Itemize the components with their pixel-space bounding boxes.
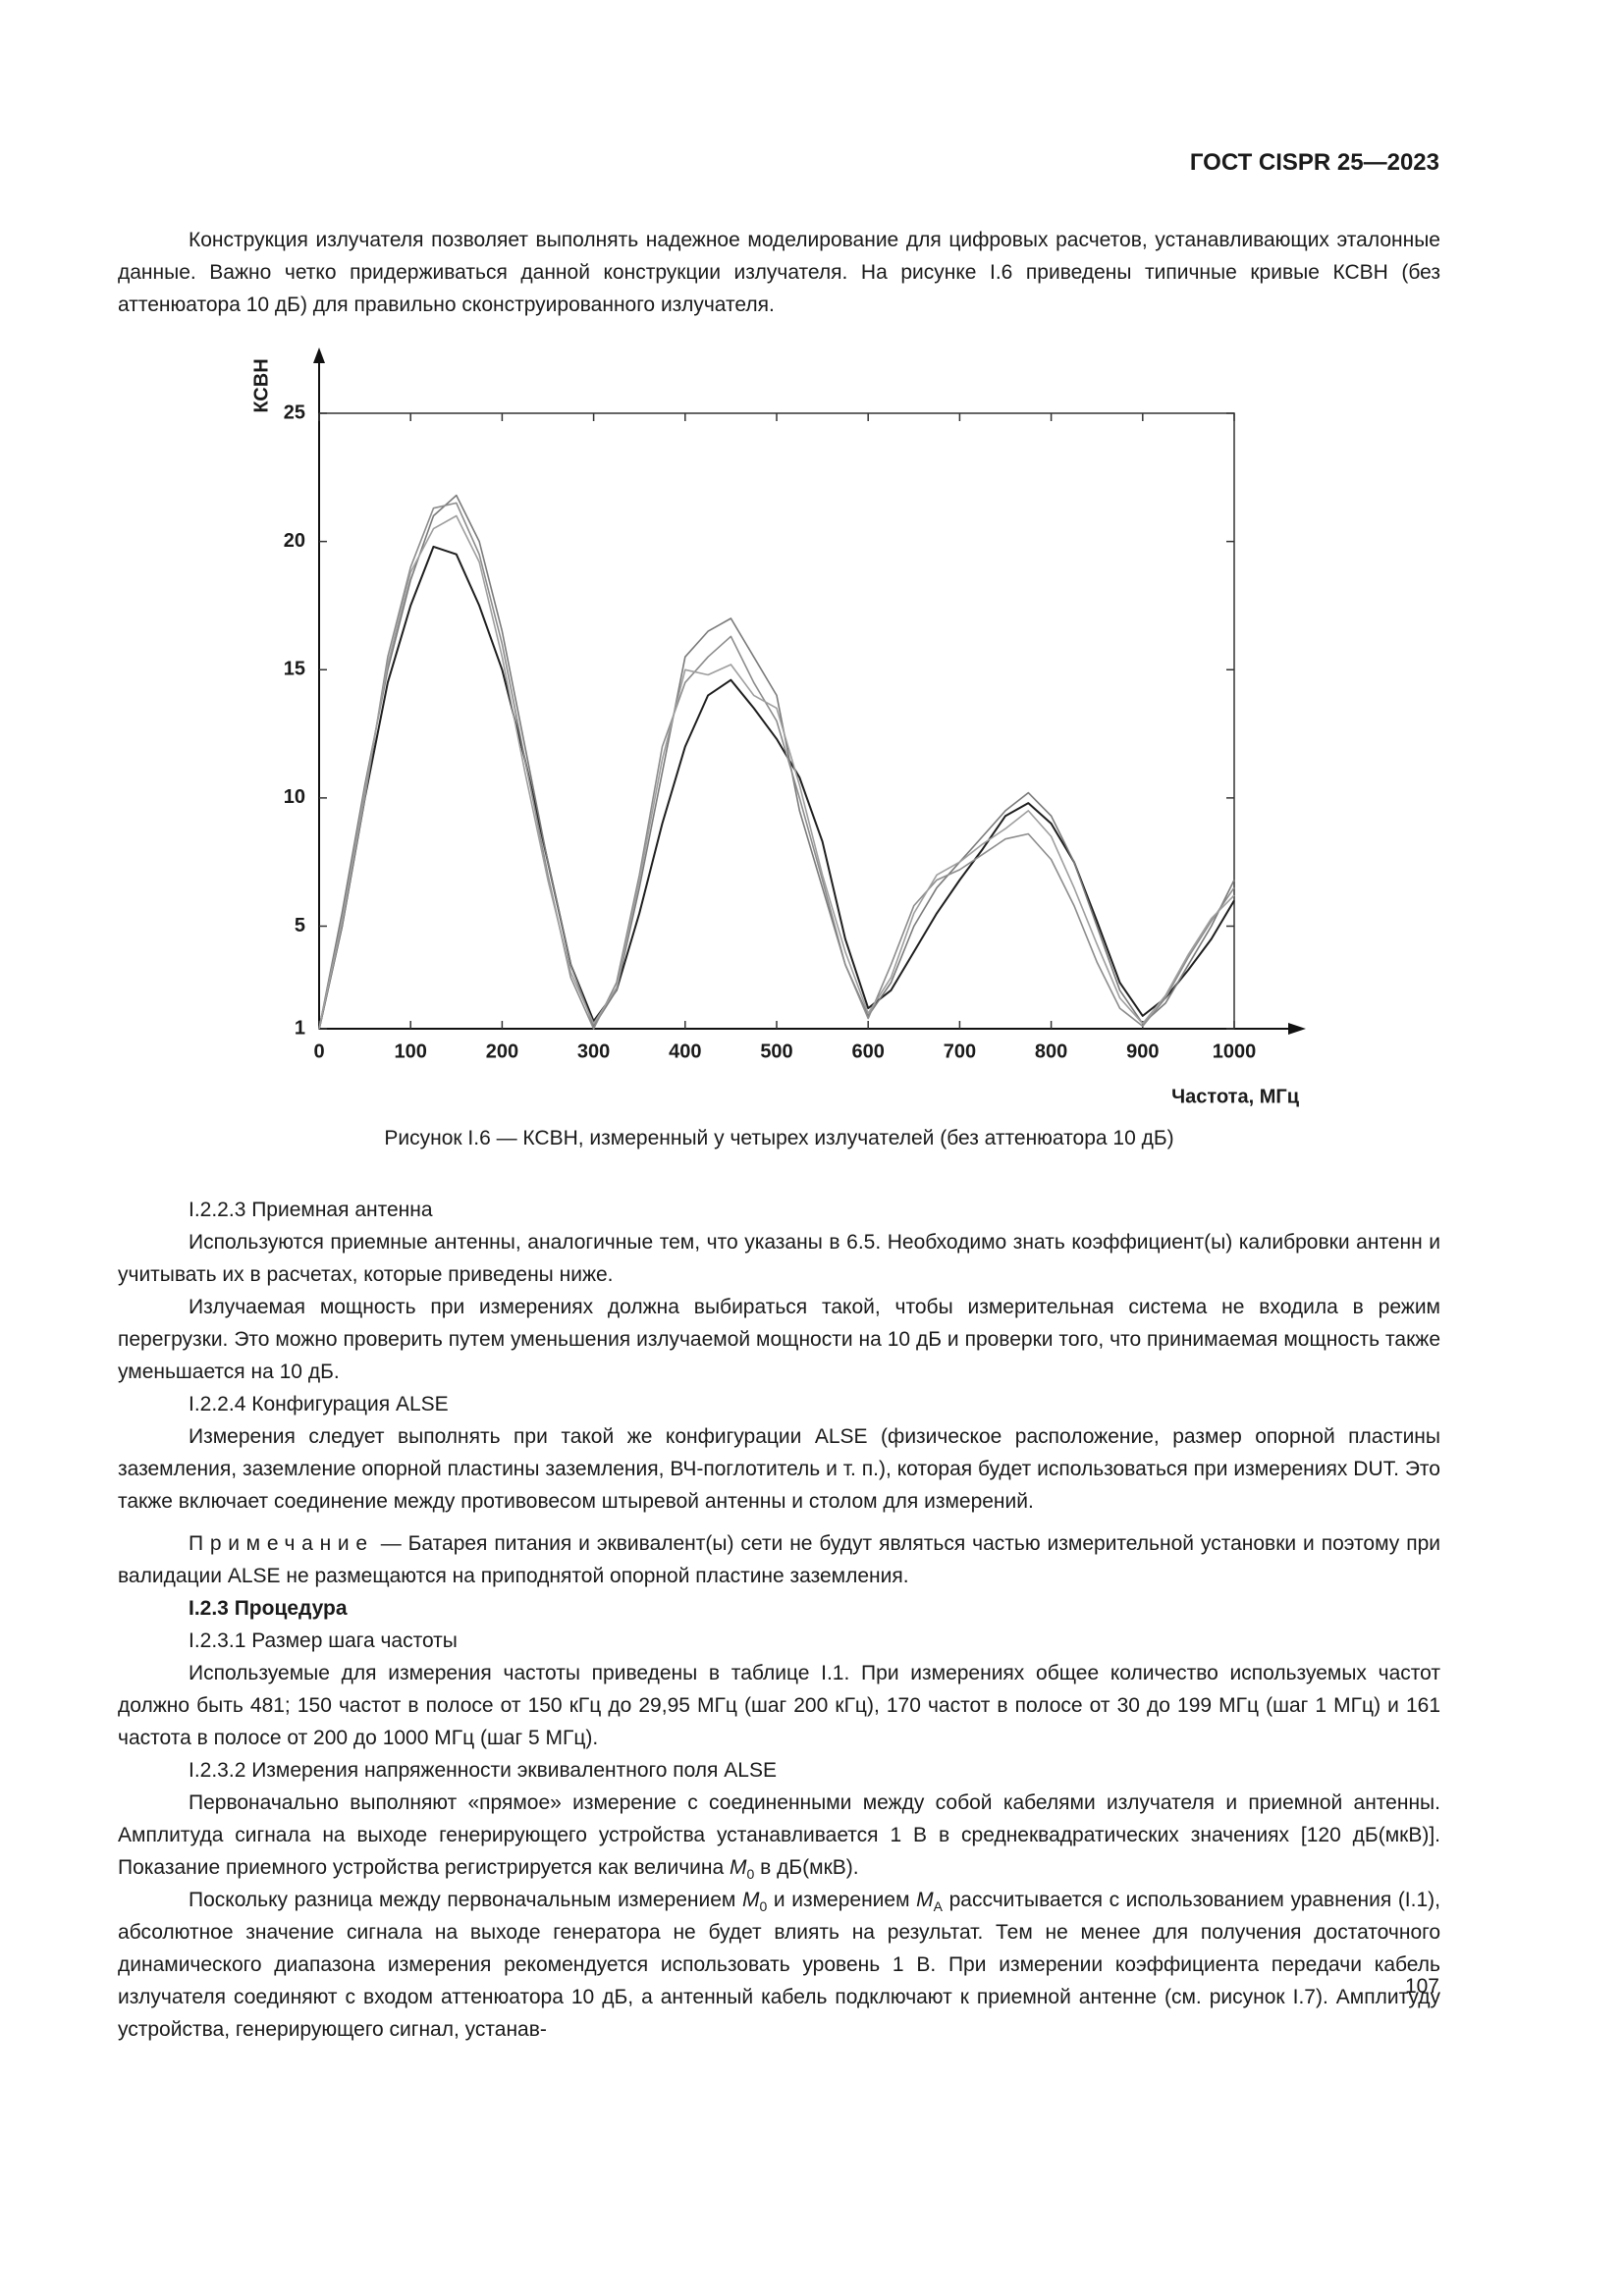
x-tick-label: 400 — [669, 1041, 701, 1062]
x-tick-label: 500 — [760, 1041, 792, 1062]
x-axis-arrow — [1288, 1023, 1306, 1035]
paragraph: I.2.2.4 Конфигурация ALSE — [118, 1388, 1440, 1420]
x-axis-label: Частота, МГц — [1171, 1086, 1300, 1107]
paragraph: I.2.3.2 Измерения напряженности эквивале… — [118, 1754, 1440, 1787]
x-tick-label: 700 — [944, 1041, 976, 1062]
paragraph: Используемые для измерения частоты приве… — [118, 1657, 1440, 1754]
x-tick-label: 600 — [852, 1041, 885, 1062]
data-line — [318, 502, 1235, 1030]
text-run: Используются приемные антенны, аналогичн… — [118, 1231, 1440, 1286]
paragraph: I.2.2.3 Приемная антенна — [118, 1194, 1440, 1226]
math-subscript: A — [933, 1898, 943, 1915]
paragraph: Первоначально выполняют «прямое» измерен… — [118, 1787, 1440, 1884]
paragraph: Измерения следует выполнять при такой же… — [118, 1420, 1440, 1518]
y-axis-label: КСВН — [250, 358, 272, 412]
paragraph: I.2.3 Процедура — [118, 1592, 1440, 1625]
x-tick-label: 100 — [395, 1041, 427, 1062]
header-title: ГОСТ CISPR 25—2023 — [1189, 149, 1439, 176]
text-run: — Батарея питания и эквивалент(ы) сети н… — [118, 1532, 1440, 1587]
text-run: Используемые для измерения частоты приве… — [118, 1662, 1440, 1749]
x-tick-label: 800 — [1035, 1041, 1067, 1062]
math-subscript: 0 — [759, 1898, 768, 1915]
paragraph: Поскольку разница между первоначальным и… — [118, 1884, 1440, 2046]
body-text: I.2.2.3 Приемная антенна Используются при… — [118, 1194, 1440, 2046]
text-run: Излучаемая мощность при измерениях должн… — [118, 1296, 1440, 1383]
text-run: I.2.2.4 Конфигурация ALSE — [189, 1393, 449, 1415]
y-tick-label: 20 — [284, 530, 305, 552]
paragraph: Излучаемая мощность при измерениях должн… — [118, 1291, 1440, 1388]
x-tick-label: 300 — [577, 1041, 610, 1062]
paragraph: Примечание — Батарея питания и эквивален… — [118, 1527, 1440, 1592]
y-tick-label: 15 — [284, 659, 305, 680]
data-line — [318, 494, 1235, 1030]
x-tick-label: 1000 — [1213, 1041, 1257, 1062]
x-tick-label: 200 — [486, 1041, 518, 1062]
math-variable: M — [741, 1889, 760, 1911]
text-run: I.2.3.1 Размер шага частоты — [189, 1629, 458, 1652]
page-number: 107 — [1404, 1975, 1439, 1998]
text-run: Измерения следует выполнять при такой же… — [118, 1425, 1440, 1513]
text-run: Поскольку разница между первоначальным и… — [189, 1889, 742, 1911]
data-line — [318, 514, 1235, 1030]
paragraph: Используются приемные антенны, аналогичн… — [118, 1226, 1440, 1291]
y-tick-label: 10 — [284, 786, 305, 808]
text-run: I.2.3.2 Измерения напряженности эквивале… — [189, 1759, 777, 1782]
text-run: Первоначально выполняют «прямое» измерен… — [118, 1791, 1440, 1879]
note-label: Примечание — [189, 1532, 374, 1555]
figure-caption: Рисунок I.6 — КСВН, измеренный у четырех… — [384, 1127, 1174, 1149]
text-run: I.2.3 Процедура — [189, 1597, 348, 1620]
math-variable: M — [730, 1856, 747, 1879]
math-variable: M — [916, 1889, 934, 1911]
x-tick-label: 900 — [1126, 1041, 1159, 1062]
y-tick-label: 1 — [295, 1017, 305, 1039]
y-tick-label: 25 — [284, 401, 305, 423]
x-tick-label: 0 — [313, 1041, 324, 1062]
y-tick-label: 5 — [295, 915, 305, 936]
text-run: рассчитывается с использованием уравнени… — [118, 1889, 1440, 2041]
math-subscript: 0 — [746, 1866, 755, 1883]
paragraph: I.2.3.1 Размер шага частоты — [118, 1625, 1440, 1657]
intro-paragraph: Конструкция излучателя позволяет выполня… — [118, 229, 1440, 316]
y-axis-arrow — [313, 347, 325, 363]
data-line — [318, 545, 1235, 1030]
text-run: в дБ(мкВ). — [754, 1856, 859, 1879]
text-run: и измерением — [767, 1889, 917, 1911]
text-run: I.2.2.3 Приемная антенна — [189, 1199, 433, 1221]
